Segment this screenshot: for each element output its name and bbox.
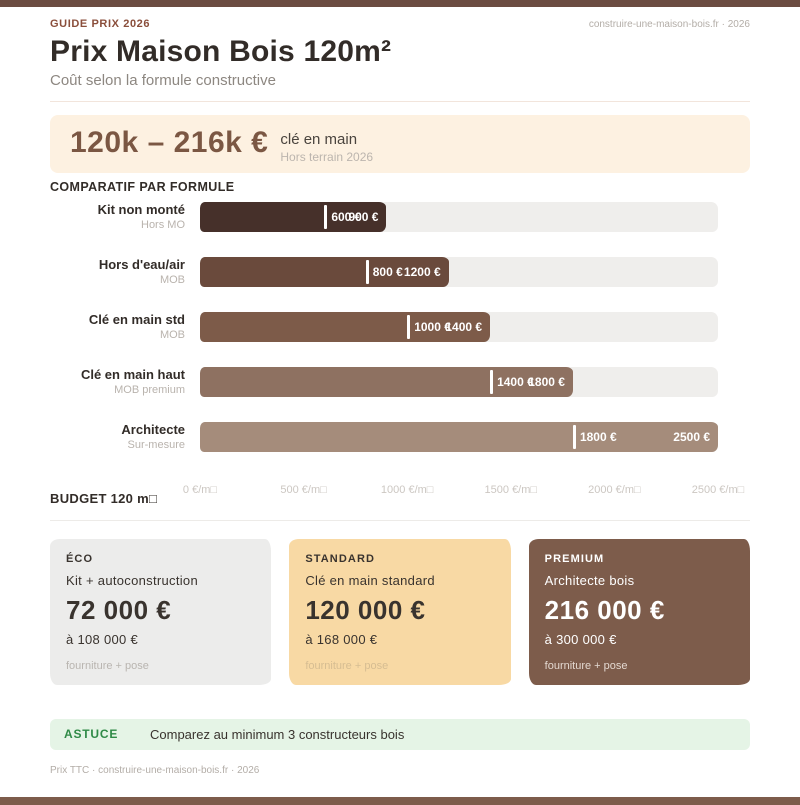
- chart-row: Clé en main std MOB 1000 €1400 €: [50, 311, 718, 342]
- range-bar: [200, 366, 573, 397]
- section-divider: [50, 519, 750, 521]
- chart-row-labels: Kit non monté Hors MO: [50, 202, 200, 232]
- price-range-side: clé en main Hors terrain 2026: [280, 122, 373, 164]
- source-site: construire-une-maison-bois.fr · 2026: [588, 19, 750, 30]
- row-sublabel: MOB premium: [114, 384, 185, 396]
- chart-row-labels: Architecte Sur-mesure: [50, 422, 200, 452]
- chart-row-labels: Hors d'eau/air MOB: [50, 257, 200, 287]
- min-value-label: 1800 €: [579, 429, 617, 444]
- row-sublabel: MOB: [159, 329, 185, 341]
- tip-banner: ASTUCE Comparez au minimum 3 constructeu…: [50, 718, 750, 750]
- row-label: Hors d'eau/air: [98, 257, 185, 272]
- axis-tick-label: 2500 €/m□: [691, 483, 745, 496]
- axis-tick-label: 500 €/m□: [280, 483, 327, 496]
- chart-row: Hors d'eau/air MOB 800 €1200 €: [50, 256, 718, 287]
- chart-row: Kit non monté Hors MO 600 €900 €: [50, 201, 718, 232]
- price-range-label: clé en main: [280, 130, 358, 148]
- card-note: fourniture + pose: [305, 659, 389, 672]
- bar-track: 1000 €1400 €: [200, 311, 718, 342]
- page-subtitle: Coût selon la formule constructive: [50, 71, 276, 89]
- card-tier-label: ÉCO: [66, 552, 94, 565]
- bar-track: 600 €900 €: [200, 201, 718, 232]
- chart-row: Architecte Sur-mesure 1800 € 2500 €: [50, 421, 718, 452]
- card-price-upper: à 300 000 €: [544, 631, 617, 647]
- eyebrow-label: GUIDE PRIX 2026: [50, 18, 151, 30]
- min-value-label: 600 €: [331, 209, 362, 224]
- range-bar: [200, 256, 449, 287]
- axis-tick-label: 2000 €/m□: [588, 483, 641, 496]
- min-value-label: 1000 €: [414, 319, 451, 334]
- footer-note: Prix TTC · construire-une-maison-bois.fr…: [50, 764, 260, 776]
- card-price-upper: à 168 000 €: [305, 631, 378, 647]
- row-label: Architecte: [121, 422, 185, 437]
- card-price-upper: à 108 000 €: [66, 631, 138, 647]
- row-label: Kit non monté: [97, 202, 185, 217]
- axis-tick-label: 1000 €/m□: [380, 483, 434, 496]
- min-marker: [407, 314, 411, 339]
- tip-text: Comparez au minimum 3 constructeurs bois: [150, 726, 405, 742]
- card-description: Kit + autoconstruction: [66, 572, 198, 588]
- min-value-label: 800 €: [372, 264, 403, 279]
- chart-row-labels: Clé en main haut MOB premium: [50, 367, 200, 397]
- budget-section-title: BUDGET 120 m□: [50, 490, 158, 506]
- row-label: Clé en main std: [88, 312, 185, 327]
- range-bar: [200, 201, 387, 232]
- min-value-label: 1400 €: [497, 374, 534, 389]
- budget-card: ÉCO Kit + autoconstruction 72 000 € à 108 0…: [50, 538, 272, 685]
- max-value-label: 1200 €: [403, 264, 441, 279]
- row-sublabel: MOB: [159, 274, 185, 286]
- x-axis: 0 €/m□ 500 €/m□ 1000 €/m□ 1500 €/m□ 2000 €/m…: [183, 483, 744, 499]
- header: GUIDE PRIX 2026 construire-une-maison-bo…: [50, 7, 750, 89]
- card-price: 72 000 €: [66, 594, 172, 625]
- axis-row: BUDGET 120 m□ 0 €/m□ 500 €/m□ 1000 €/m□ 150…: [50, 484, 750, 506]
- bar-track: 800 €1200 €: [200, 256, 718, 287]
- bar-track: 1400 €1800 €: [200, 366, 718, 397]
- bar-chart: Kit non monté Hors MO 600 €900 € Hors d'eau…: [50, 201, 750, 452]
- chart-row-labels: Clé en main std MOB: [50, 312, 200, 342]
- max-value-label: 2500 €: [673, 429, 710, 444]
- range-bar: [200, 421, 718, 452]
- bar-track: 1800 € 2500 €: [200, 421, 718, 452]
- max-value-label: 1800 €: [528, 374, 565, 389]
- page-title: Prix Maison Bois 120m²: [50, 35, 392, 68]
- row-sublabel: Sur-mesure: [127, 439, 185, 451]
- min-marker: [572, 424, 576, 449]
- card-tier-label: STANDARD: [305, 552, 376, 565]
- header-row: GUIDE PRIX 2026 construire-une-maison-bo…: [50, 7, 750, 30]
- card-note: fourniture + pose: [66, 659, 149, 672]
- infographic-page: GUIDE PRIX 2026 construire-une-maison-bo…: [0, 7, 800, 776]
- card-price: 120 000 €: [305, 594, 426, 625]
- budget-card: PREMIUM Architecte bois 216 000 € à 300 000…: [528, 538, 750, 685]
- range-bar: [200, 311, 491, 342]
- header-divider: [50, 100, 750, 102]
- budget-cards: ÉCO Kit + autoconstruction 72 000 € à 108 0…: [50, 538, 750, 685]
- min-marker: [324, 204, 328, 229]
- card-description: Architecte bois: [544, 572, 635, 588]
- price-range-banner: 120k – 216k € clé en main Hors terrain 2…: [50, 114, 750, 173]
- top-accent-bar: [0, 0, 800, 7]
- axis-tick-label: 1500 €/m□: [484, 483, 538, 496]
- card-description: Clé en main standard: [305, 572, 435, 588]
- price-range-value: 120k – 216k €: [70, 125, 269, 159]
- chart-section-title: COMPARATIF PAR FORMULE: [50, 179, 235, 194]
- price-range-note: Hors terrain 2026: [280, 149, 374, 164]
- card-price: 216 000 €: [544, 594, 665, 625]
- bottom-accent-bar: [0, 797, 800, 805]
- min-marker: [490, 369, 494, 394]
- tip-label: ASTUCE: [64, 727, 119, 741]
- axis-tick-label: 0 €/m□: [182, 483, 218, 496]
- card-note: fourniture + pose: [544, 659, 628, 672]
- chart-row: Clé en main haut MOB premium 1400 €1800 €: [50, 366, 718, 397]
- max-value-label: 900 €: [348, 209, 379, 224]
- card-tier-label: PREMIUM: [544, 552, 605, 565]
- row-label: Clé en main haut: [80, 367, 185, 382]
- budget-card: STANDARD Clé en main standard 120 000 € à 1…: [289, 538, 511, 685]
- min-marker: [365, 259, 369, 284]
- max-value-label: 1400 €: [445, 319, 483, 334]
- row-sublabel: Hors MO: [141, 219, 185, 231]
